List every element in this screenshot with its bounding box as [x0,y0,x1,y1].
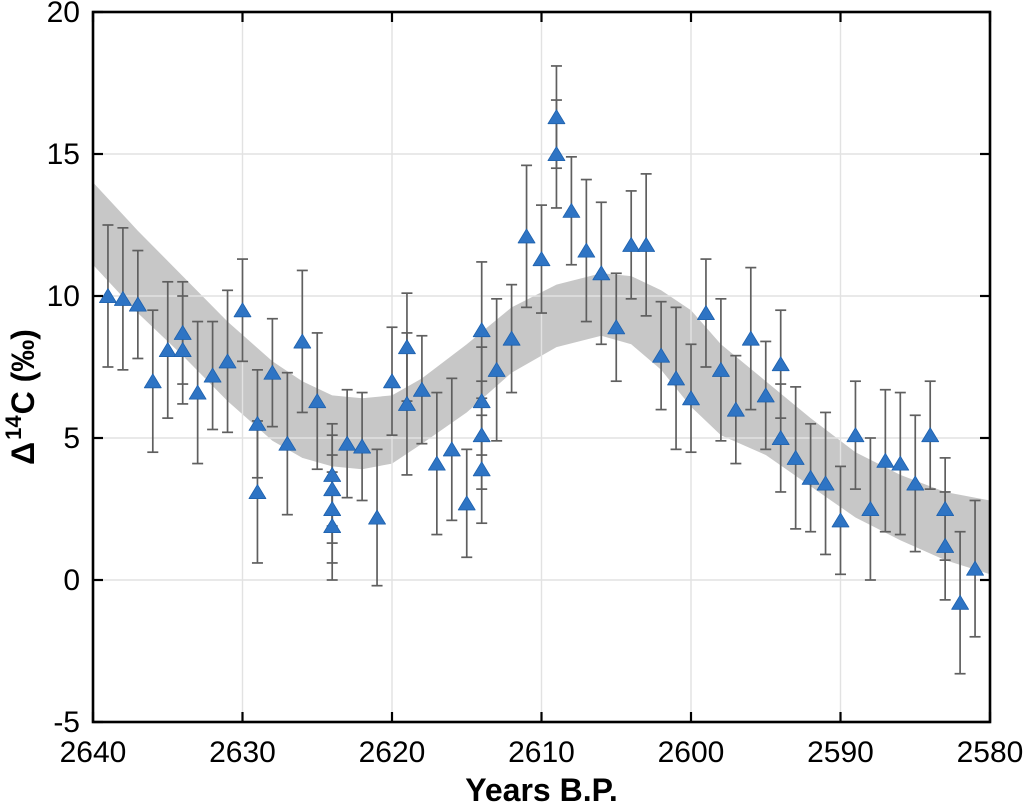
y-tick-label: 20 [47,0,80,29]
data-point-marker [622,237,641,252]
data-point-marker [921,427,940,443]
data-point-marker [801,469,820,485]
data-point-marker [308,393,327,409]
data-point-marker [532,251,551,267]
tick-mark-layer [91,10,992,724]
data-point-marker [682,390,700,406]
data-point-marker [831,512,850,528]
data-point-marker [203,367,222,383]
data-point-marker [502,330,521,346]
data-point-marker [323,481,342,497]
data-point-marker [846,427,865,443]
data-point-marker [248,484,267,499]
data-point-marker [876,452,895,468]
y-tick-label: 5 [63,422,80,455]
data-point-marker [786,450,805,465]
data-point-marker [442,441,461,457]
data-point-marker [128,296,147,312]
data-point-marker [637,237,656,252]
y-tick-label: 15 [47,138,80,171]
data-point-layer [99,109,984,610]
data-point-marker [143,373,162,389]
data-point-marker [188,384,207,400]
x-tick-label: 2630 [209,736,276,769]
x-tick-label: 2640 [60,736,127,769]
data-point-marker [398,339,416,355]
data-point-marker [353,438,371,454]
data-point-marker [487,362,506,377]
data-point-marker [936,501,955,516]
y-tick-label: 10 [47,280,80,313]
data-point-marker [99,288,117,303]
data-point-marker [338,435,357,451]
data-point-marker [592,265,611,281]
data-point-marker [413,381,431,397]
data-point-marker [114,291,132,306]
x-tick-label: 2580 [957,736,1024,769]
data-point-marker [323,467,342,482]
y-tick-label: 0 [63,564,80,597]
data-point-marker [472,427,491,443]
data-point-marker [398,396,416,411]
y-axis-title: Δ14C (‰) [1,329,41,465]
data-point-marker [547,109,566,125]
data-point-marker [173,325,192,340]
x-axis-title: Years B.P. [465,772,617,808]
data-point-marker [457,495,476,511]
x-tick-label: 2600 [658,736,725,769]
data-point-marker [816,475,835,491]
data-point-marker [293,333,312,349]
data-point-marker [607,319,626,335]
data-point-marker [233,302,252,318]
data-point-marker [278,435,297,451]
y-tick-label: -5 [53,706,80,739]
data-point-marker [771,430,790,445]
data-point-marker [517,228,536,244]
data-point-marker [368,509,386,525]
data-point-marker [263,364,282,380]
data-point-marker [472,393,491,409]
data-point-marker [771,356,790,372]
data-point-marker [741,330,760,346]
x-tick-label: 2610 [508,736,575,769]
data-point-marker [547,146,566,161]
data-point-marker [248,416,267,431]
data-point-marker [427,455,446,471]
data-point-marker [697,305,715,321]
data-point-marker [891,455,910,471]
data-point-marker [906,475,925,491]
data-point-marker [218,353,237,369]
x-tick-label: 2620 [359,736,426,769]
data-point-marker [577,242,596,258]
data-point-marker [173,342,192,357]
data-point-marker [472,461,491,477]
data-point-marker [726,401,745,417]
data-point-marker [936,538,955,553]
data-point-marker [383,373,401,389]
data-point-marker [861,501,880,516]
data-point-marker [652,347,670,363]
data-point-marker [667,370,685,386]
data-point-marker [951,594,969,610]
data-point-marker [323,518,342,534]
data-point-marker [158,342,177,357]
data-point-marker [712,362,730,377]
tick-label-layer: 2640 2630 2620 2610 2600 2590 2580 -5 0 5 10 15 20 [47,0,1024,769]
data-point-marker [756,387,775,403]
data-point-marker [966,560,984,576]
x-tick-label: 2590 [807,736,874,769]
data-point-marker [323,501,342,516]
data-point-marker [472,322,491,338]
data-point-marker [562,203,581,218]
